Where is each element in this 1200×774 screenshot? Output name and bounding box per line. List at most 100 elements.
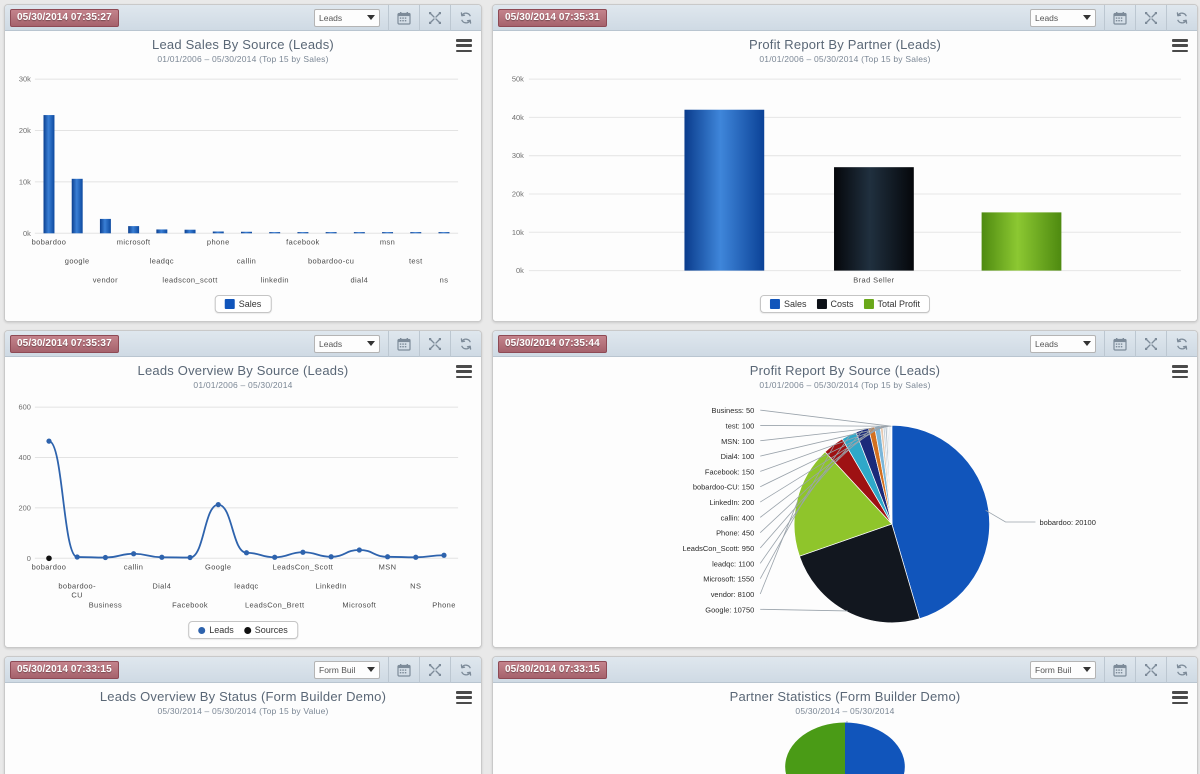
menu-icon[interactable] — [1172, 39, 1188, 52]
legend-label: Leads — [209, 625, 234, 635]
chart-subtitle: 01/01/2006 – 05/30/2014 (Top 15 by Sales… — [759, 54, 931, 64]
menu-icon[interactable] — [1172, 365, 1188, 378]
timestamp-badge: 05/30/2014 07:35:37 — [10, 334, 119, 353]
calendar-icon[interactable] — [1104, 657, 1135, 683]
chart-container: Profit Report By Partner (Leads) 01/01/2… — [493, 31, 1197, 321]
panel-leads-overview-by-status: 05/30/2014 07:33:15 Form Buil Leads Over… — [4, 656, 482, 774]
chevron-down-icon — [1083, 15, 1091, 20]
chart-title: Leads Overview By Status (Form Builder D… — [99, 689, 387, 704]
svg-text:Google: Google — [205, 562, 231, 571]
svg-text:bobardoo: bobardoo — [32, 562, 67, 571]
report-select[interactable]: Form Buil — [314, 660, 380, 679]
refresh-icon[interactable] — [450, 657, 481, 683]
legend-swatch — [224, 299, 235, 309]
refresh-icon[interactable] — [450, 5, 481, 31]
chart-container: Partner Statistics (Form Builder Demo) 0… — [493, 683, 1197, 774]
legend-label: Total Profit — [877, 299, 921, 309]
svg-text:facebook: facebook — [286, 237, 319, 246]
chart-legend[interactable]: Sales — [214, 295, 272, 313]
svg-text:bobardoo-CU: 150: bobardoo-CU: 150 — [693, 483, 754, 492]
svg-text:Microsoft: Microsoft — [342, 601, 376, 610]
bar-chart-profit-partner: 0k 10k 20k 30k 40k 50k Brad Seller — [493, 69, 1197, 321]
svg-text:leadqc: 1100: leadqc: 1100 — [712, 559, 754, 568]
calendar-icon[interactable] — [388, 331, 419, 357]
menu-icon[interactable] — [456, 39, 472, 52]
report-select-value: Leads — [319, 338, 343, 349]
panel-partner-statistics: 05/30/2014 07:33:15 Form Buil Partner St… — [492, 656, 1198, 774]
bar-chart-lead-sales: 0k 10k 20k 30k bobardoo google vendor microsoft… — [5, 69, 481, 321]
svg-text:Dial4: Dial4 — [152, 581, 171, 590]
svg-text:bobardoo: bobardoo — [32, 237, 67, 246]
svg-text:200: 200 — [18, 503, 30, 512]
svg-text:LeadsCon_Scott: LeadsCon_Scott — [273, 562, 334, 571]
timestamp-badge: 05/30/2014 07:35:27 — [10, 8, 119, 27]
legend-swatch — [863, 299, 874, 309]
expand-icon[interactable] — [1135, 5, 1166, 31]
svg-text:callin: callin — [237, 257, 256, 266]
report-select[interactable]: Leads — [314, 334, 380, 353]
refresh-icon[interactable] — [1166, 331, 1197, 357]
svg-text:callin: 400: callin: 400 — [721, 513, 755, 522]
chevron-down-icon — [1083, 341, 1091, 346]
report-select[interactable]: Leads — [1030, 8, 1096, 27]
panel-lead-sales-by-source: 05/30/2014 07:35:27 Leads Lead Sales By … — [4, 4, 482, 322]
panel-leads-overview-by-source: 05/30/2014 07:35:37 Leads Leads Overview… — [4, 330, 482, 648]
legend-item-costs: Costs — [816, 299, 854, 309]
chart-subtitle: 01/01/2006 – 05/30/2014 — [193, 380, 293, 390]
calendar-icon[interactable] — [1104, 5, 1135, 31]
expand-icon[interactable] — [419, 5, 450, 31]
menu-icon[interactable] — [1172, 691, 1188, 704]
timestamp-badge: 05/30/2014 07:33:15 — [10, 660, 119, 679]
svg-text:leadscon_scott: leadscon_scott — [162, 276, 218, 285]
expand-icon[interactable] — [419, 331, 450, 357]
svg-text:leadqc: leadqc — [150, 257, 174, 266]
chart-container: Lead Sales By Source (Leads) 01/01/2006 … — [5, 31, 481, 321]
calendar-icon[interactable] — [388, 657, 419, 683]
refresh-icon[interactable] — [450, 331, 481, 357]
chevron-down-icon — [367, 667, 375, 672]
svg-text:Business: 50: Business: 50 — [712, 406, 755, 415]
panel-profit-report-by-source: 05/30/2014 07:35:44 Leads Profit Report … — [492, 330, 1198, 648]
legend-swatch — [769, 299, 780, 309]
expand-icon[interactable] — [1135, 331, 1166, 357]
report-select-value: Leads — [319, 12, 343, 23]
refresh-icon[interactable] — [1166, 5, 1197, 31]
menu-icon[interactable] — [456, 365, 472, 378]
chevron-down-icon — [367, 15, 375, 20]
menu-icon[interactable] — [456, 691, 472, 704]
timestamp-badge: 05/30/2014 07:35:44 — [498, 334, 607, 353]
chart-legend[interactable]: Leads Sources — [188, 621, 298, 639]
chart-legend[interactable]: Sales Costs Total Profit — [759, 295, 931, 313]
report-select[interactable]: Leads — [1030, 334, 1096, 353]
svg-text:Google: 10750: Google: 10750 — [705, 605, 754, 614]
legend-item-leads: Leads — [198, 625, 234, 635]
expand-icon[interactable] — [419, 657, 450, 683]
legend-item-sales: Sales — [224, 299, 261, 309]
svg-text:0: 0 — [27, 554, 31, 563]
panel-header: 05/30/2014 07:35:27 Leads — [5, 5, 481, 31]
panel-profit-report-by-partner: 05/30/2014 07:35:31 Leads Profit Report … — [492, 4, 1198, 322]
report-select[interactable]: Form Buil — [1030, 660, 1096, 679]
svg-text:leadqc: leadqc — [234, 581, 258, 590]
chart-title: Profit Report By Source (Leads) — [749, 363, 941, 378]
report-select-value: Form Buil — [1035, 664, 1072, 675]
timestamp-badge: 05/30/2014 07:35:31 — [498, 8, 607, 27]
legend-item-sales: Sales — [769, 299, 806, 309]
panel-header: 05/30/2014 07:35:37 Leads — [5, 331, 481, 357]
chart-container: Leads Overview By Status (Form Builder D… — [5, 683, 481, 774]
calendar-icon[interactable] — [388, 5, 419, 31]
svg-text:test: 100: test: 100 — [726, 421, 755, 430]
chart-container: Leads Overview By Source (Leads) 01/01/2… — [5, 357, 481, 647]
legend-swatch — [198, 626, 206, 634]
chart-title: Leads Overview By Source (Leads) — [137, 363, 349, 378]
expand-icon[interactable] — [1135, 657, 1166, 683]
svg-text:Business: Business — [89, 601, 122, 610]
svg-text:10k: 10k — [19, 177, 31, 186]
legend-swatch — [816, 299, 827, 309]
svg-text:LinkedIn: 200: LinkedIn: 200 — [709, 498, 754, 507]
refresh-icon[interactable] — [1166, 657, 1197, 683]
calendar-icon[interactable] — [1104, 331, 1135, 357]
panel-header: 05/30/2014 07:35:44 Leads — [493, 331, 1197, 357]
report-select[interactable]: Leads — [314, 8, 380, 27]
